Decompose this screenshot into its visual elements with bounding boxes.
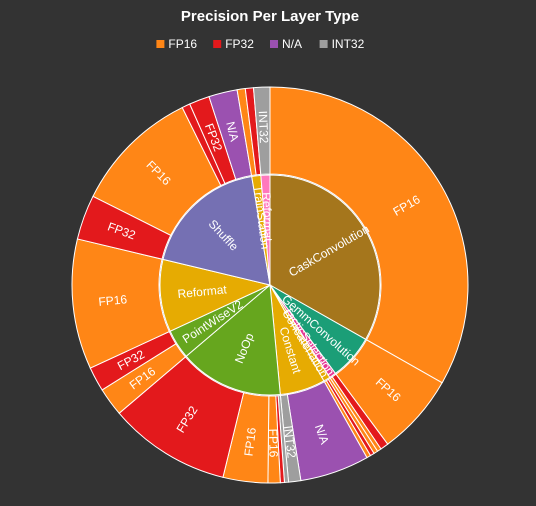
outer-label-4-0: N/A bbox=[312, 423, 332, 446]
inner-ring bbox=[159, 174, 381, 396]
legend-swatch-3 bbox=[319, 40, 328, 48]
legend-label-2[interactable]: N/A bbox=[282, 37, 302, 51]
legend-label-1[interactable]: FP32 bbox=[225, 37, 254, 51]
legend-label-3[interactable]: INT32 bbox=[332, 37, 365, 51]
inner-segment-0[interactable] bbox=[269, 174, 381, 341]
inner-label-7: Reformat bbox=[177, 282, 228, 301]
outer-ring bbox=[71, 86, 469, 484]
outer-label-5-2: FP16 bbox=[266, 429, 281, 458]
inner-segment-5[interactable] bbox=[185, 283, 281, 396]
inner-segment-10[interactable] bbox=[260, 174, 271, 286]
outer-label-7-0: FP16 bbox=[98, 292, 128, 309]
outer-label-4-1: INT32 bbox=[281, 425, 299, 459]
legend-swatch-2 bbox=[270, 40, 278, 48]
inner-label-10: Reformat bbox=[259, 192, 275, 243]
outer-segment-10-0[interactable] bbox=[252, 86, 271, 175]
chart-title: Precision Per Layer Type bbox=[181, 8, 359, 25]
legend-label-0[interactable]: FP16 bbox=[168, 37, 197, 51]
outer-label-5-3: FP16 bbox=[242, 426, 260, 457]
outer-label-8-4: N/A bbox=[223, 120, 241, 143]
inner-segment-8[interactable] bbox=[162, 175, 271, 286]
inner-segment-7[interactable] bbox=[159, 258, 272, 332]
legend-swatch-1 bbox=[213, 40, 222, 48]
legend-swatch-0 bbox=[156, 40, 165, 48]
outer-label-10-0: INT32 bbox=[256, 110, 271, 144]
outer-segment-0-0[interactable] bbox=[269, 86, 469, 384]
legend: FP16 FP32 N/A INT32 bbox=[156, 37, 365, 51]
